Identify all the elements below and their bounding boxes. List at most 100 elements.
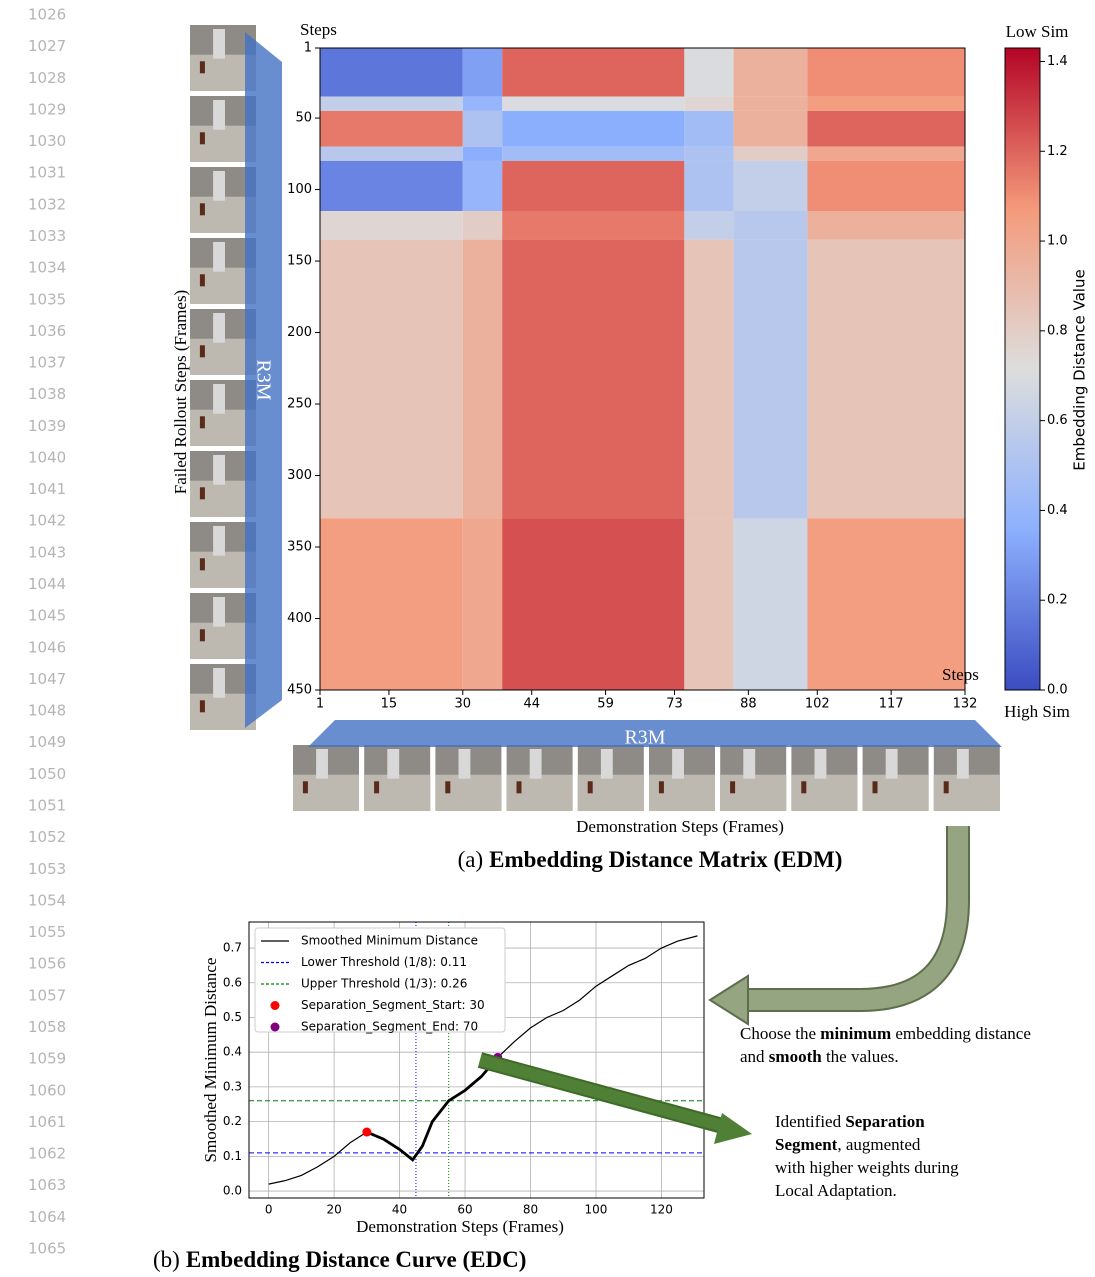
y-tick-label: 300 [287,468,312,483]
heatmap-cell [462,518,503,690]
y-tick-label: 0.6 [223,975,242,989]
encoder-label: R3M [624,727,665,749]
thumbnail-object [199,274,205,287]
heatmap-cell [733,146,808,161]
heatmap-cell [684,48,734,97]
arrow [478,1054,732,1134]
thumbnail-object [199,700,205,713]
line-number: 1061 [28,1113,66,1131]
caption: (b) Embedding Distance Curve (EDC) [153,1247,526,1272]
thumbnail-robot [213,384,225,414]
x-tick-label: 60 [457,1203,472,1217]
x-tick-label: 73 [666,697,683,712]
x-axis-label: Demonstration Steps (Frames) [576,817,784,836]
colorbar-tick-label: 0.2 [1047,593,1068,608]
line-number: 1042 [28,512,66,530]
colorbar-tick-label: 0.0 [1047,683,1068,698]
annotation-text: Local Adaptation. [775,1181,897,1200]
heatmap-cell [320,211,463,240]
line-number: 1041 [28,480,66,498]
heatmap-cell [684,96,734,111]
line-number: 1049 [28,733,66,751]
axis-corner-label: Steps [942,665,979,684]
heatmap-cell [320,48,463,97]
thumbnail-robot [316,749,328,779]
caption-text: Embedding Distance Matrix (EDM) [489,847,842,872]
y-tick-label: 0.1 [223,1149,242,1163]
x-tick-label: 132 [953,697,978,712]
heatmap-cell [733,211,808,240]
line-number: 1032 [28,195,66,213]
heatmap-cell [684,146,734,161]
line-number: 1063 [28,1176,66,1194]
encoder-band [245,32,282,728]
line-number: 1034 [28,259,66,277]
line-number: 1055 [28,923,66,941]
annotation-text: the values. [822,1047,899,1066]
x-tick-label: 44 [523,697,540,712]
heatmap-cell [502,518,685,690]
line-number: 1037 [28,354,66,372]
legend-label: Separation_Segment_End: 70 [301,1020,478,1034]
line-number: 1035 [28,290,66,308]
thumbnail-robot [213,313,225,343]
heatmap-cell [807,96,965,111]
thumbnail-robot [213,242,225,272]
y-tick-label: 0.5 [223,1010,242,1024]
thumbnail-object [199,558,205,571]
arrow-head [708,974,749,1026]
line-number: 1056 [28,955,66,973]
thumbnail-object [801,781,807,794]
annotation: Segment, augmented [775,1135,921,1154]
heatmap-cell [502,211,685,240]
heatmap-cell [733,160,808,212]
annotation-text: smooth [769,1047,822,1066]
y-tick-label: 400 [287,611,312,626]
x-tick-label: 102 [805,697,830,712]
heatmap-cell [684,160,734,212]
colorbar-bottom-label: High Sim [1004,702,1070,721]
thumbnail-object [302,781,308,794]
heatmap-cell [320,110,463,147]
colorbar-top-label: Low Sim [1006,22,1069,41]
y-tick-label: 200 [287,325,312,340]
x-tick-label: 20 [326,1203,341,1217]
heatmap-cell [462,96,503,111]
x-tick-label: 15 [381,697,398,712]
caption-text: Embedding Distance Curve (EDC) [186,1247,527,1272]
thumbnail-object [199,416,205,429]
x-tick-label: 0 [265,1203,273,1217]
y-tick-label: 0.3 [223,1079,242,1093]
figure: 1026102710281029103010311032103310341035… [28,6,1089,1273]
line-number: 1043 [28,543,66,561]
heatmap-cell [462,239,503,519]
heatmap-cell [320,146,463,161]
x-axis-label: Demonstration Steps (Frames) [356,1217,564,1236]
heatmap-cell [733,110,808,147]
thumbnail-object [199,487,205,500]
line-number: 1064 [28,1208,66,1226]
thumbnail-robot [885,749,898,779]
colorbar-tick-label: 0.8 [1047,323,1068,338]
heatmap-cell [807,146,965,161]
heatmap-cell [462,48,503,97]
line-number: 1040 [28,448,66,466]
line-number: 1057 [28,986,66,1004]
heatmap-cell [462,110,503,147]
encoder-label: R3M [252,359,274,400]
line-number: 1050 [28,765,66,783]
thumbnail-robot [213,597,225,627]
thumbnail-robot [956,749,969,779]
line-number: 1060 [28,1081,66,1099]
line-number: 1045 [28,607,66,625]
heatmap-cell [320,160,463,212]
annotation: Identified Separation [775,1112,925,1131]
x-tick-label: 88 [740,697,757,712]
heatmap-cell [684,110,734,147]
thumbnail-object [199,61,205,74]
line-number: 1028 [28,69,66,87]
colorbar-tick-label: 1.0 [1047,234,1068,249]
line-number: 1031 [28,164,66,182]
thumbnail-robot [213,455,225,485]
line-number: 1038 [28,385,66,403]
